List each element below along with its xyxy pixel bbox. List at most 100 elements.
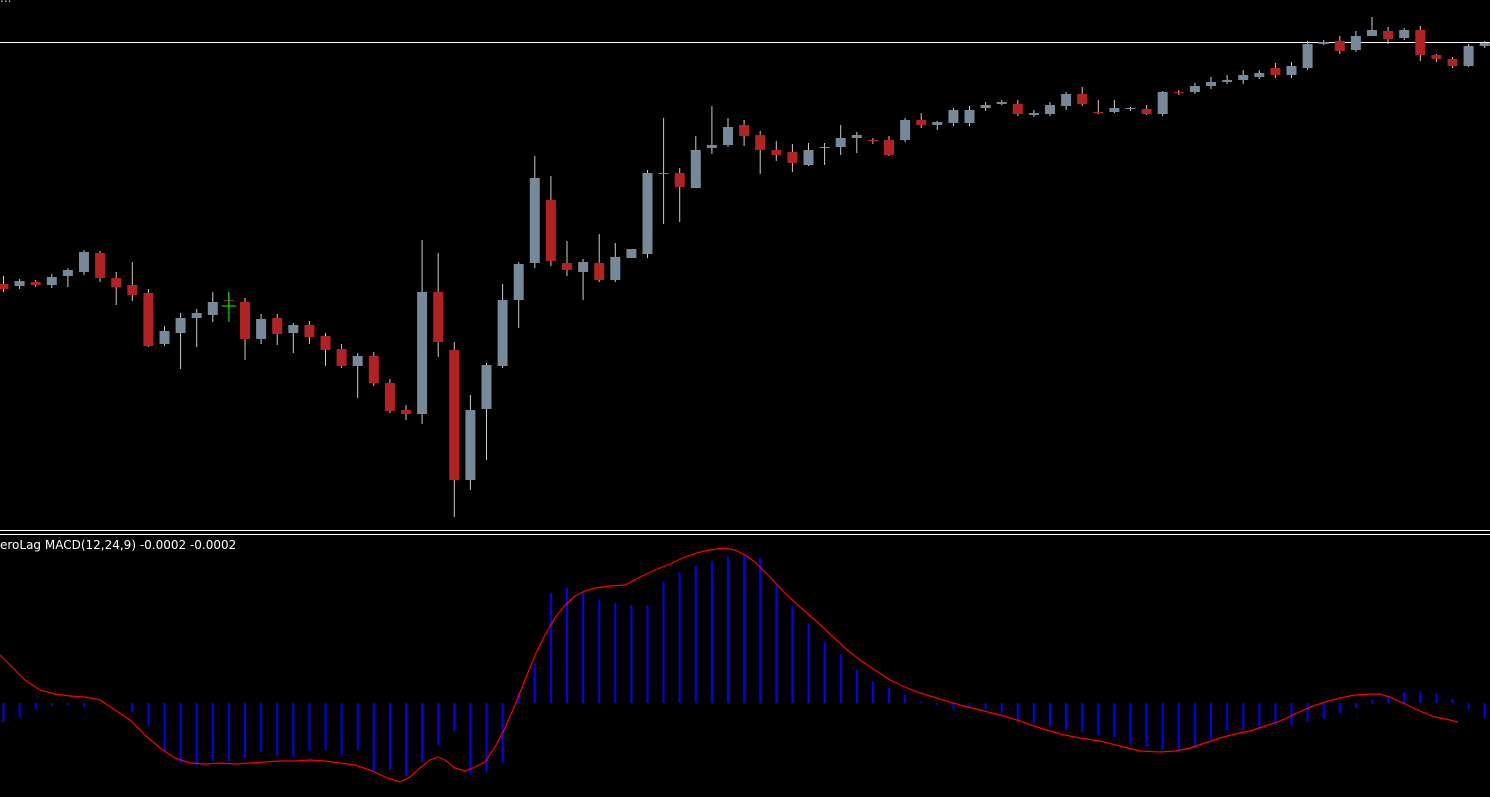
candle <box>1463 44 1474 67</box>
candle-body <box>932 122 943 125</box>
candle <box>964 106 975 126</box>
candle-body <box>1077 94 1088 104</box>
candle-body <box>1367 30 1377 36</box>
candle <box>1157 91 1168 116</box>
candle <box>1447 57 1458 68</box>
candle <box>368 352 379 386</box>
candle <box>1141 105 1152 115</box>
candle <box>433 253 444 357</box>
candle <box>578 259 589 300</box>
candle <box>481 363 492 460</box>
candle-body <box>1222 80 1233 82</box>
candle-body <box>594 263 605 280</box>
candle <box>240 298 250 360</box>
candle <box>0 276 9 292</box>
candle <box>191 309 202 347</box>
candle-body <box>690 150 701 188</box>
candle <box>62 268 73 287</box>
candle <box>14 279 25 289</box>
candle <box>562 241 572 276</box>
candle <box>1479 41 1490 48</box>
candle <box>1270 63 1281 78</box>
candle <box>755 131 766 174</box>
candle-body <box>626 249 637 258</box>
candle <box>1350 31 1361 52</box>
candle-body <box>803 150 814 165</box>
candle <box>1045 102 1055 116</box>
candle-body <box>368 356 379 383</box>
candle-body <box>433 292 444 342</box>
candle <box>642 170 653 258</box>
candle-body <box>1109 108 1120 112</box>
candle <box>1012 100 1023 116</box>
candle <box>497 284 508 368</box>
candle <box>304 321 315 344</box>
candle <box>1383 27 1394 44</box>
candle <box>594 234 605 282</box>
candle-body <box>674 173 685 187</box>
candle-body <box>884 140 894 155</box>
candle-body <box>449 350 460 480</box>
candle <box>851 132 862 153</box>
candle <box>674 168 685 222</box>
crosshair-cursor <box>221 292 236 322</box>
candle <box>1109 100 1120 113</box>
candle-body <box>465 410 476 480</box>
candle-body <box>1206 82 1216 86</box>
candle-body <box>46 277 57 285</box>
candle <box>610 243 621 282</box>
candle <box>1061 92 1072 110</box>
candle-body <box>336 349 347 366</box>
candle <box>545 176 556 266</box>
candle-body <box>14 281 25 286</box>
candle-body <box>1334 41 1345 51</box>
candle <box>932 121 943 130</box>
indicator-label: eroLag MACD(12,24,9) -0.0002 -0.0002 <box>0 538 237 552</box>
candle-body <box>288 325 299 333</box>
candle <box>143 289 154 347</box>
candle-body <box>62 270 73 276</box>
candle <box>401 405 411 420</box>
candle-body <box>79 252 89 272</box>
candle-body <box>401 410 411 414</box>
indicator-pane <box>0 547 1486 783</box>
candle-body <box>175 318 186 333</box>
candle <box>288 323 299 353</box>
candle <box>1093 100 1104 114</box>
candle-body <box>159 331 170 344</box>
candle-body <box>771 150 782 155</box>
candle-body <box>819 147 830 148</box>
candle-body <box>95 253 106 278</box>
candle-body <box>1254 73 1265 77</box>
candle-body <box>417 292 428 414</box>
price-pane <box>0 17 1490 535</box>
candle-body <box>1463 46 1474 66</box>
candle <box>723 118 733 147</box>
candle-body <box>384 383 395 411</box>
candle <box>1077 87 1088 106</box>
candle <box>46 274 57 288</box>
candle-body <box>578 262 589 272</box>
candle <box>159 326 170 346</box>
candle-body <box>706 145 717 148</box>
candle-body <box>964 110 975 123</box>
candle <box>1318 40 1329 45</box>
candle <box>1238 70 1249 84</box>
candle-body <box>835 138 846 147</box>
candle-body <box>320 336 331 350</box>
candle-body <box>481 365 492 409</box>
candle-body <box>207 302 218 315</box>
candle <box>1254 70 1265 79</box>
candle <box>658 118 669 224</box>
candle-body <box>513 264 524 300</box>
candle <box>1399 28 1410 40</box>
candle <box>835 125 846 155</box>
candle <box>111 272 122 305</box>
candle-body <box>787 152 798 163</box>
candle-body <box>1383 31 1394 39</box>
candle-body <box>272 318 283 334</box>
candle <box>30 280 41 287</box>
candle-body <box>851 135 862 138</box>
candle <box>1367 17 1377 36</box>
